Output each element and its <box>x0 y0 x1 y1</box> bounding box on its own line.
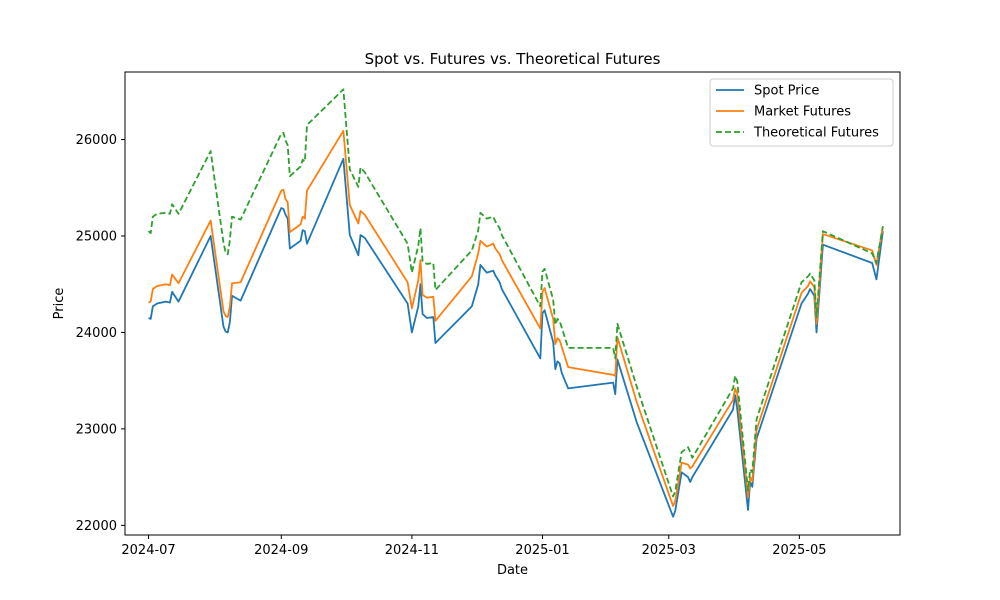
legend: Spot Price Market Futures Theoretical Futu… <box>709 78 894 147</box>
series-line-2 <box>148 129 884 507</box>
legend-label-1: Spot Price <box>754 84 819 99</box>
series-line-3 <box>147 88 884 498</box>
series-line-1 <box>148 157 884 518</box>
legend-label-2: Market Futures <box>754 105 851 120</box>
x-tick-label-5: 2025-03 <box>642 543 696 558</box>
x-tick-label-2: 2024-09 <box>254 543 308 558</box>
y-axis: 22000 23000 24000 25000 26000 <box>76 133 125 534</box>
x-axis-label: Date <box>497 563 528 578</box>
y-tick-label-2: 23000 <box>76 422 117 437</box>
y-tick-label-5: 26000 <box>76 133 117 148</box>
legend-label-3: Theoretical Futures <box>753 126 879 141</box>
y-tick-label-4: 25000 <box>76 229 117 244</box>
x-tick-label-6: 2025-05 <box>772 543 826 558</box>
chart-title: Spot vs. Futures vs. Theoretical Futures <box>365 50 661 68</box>
x-tick-label-1: 2024-07 <box>121 543 175 558</box>
x-axis: 2024-07 2024-09 2024-11 2025-01 2025-03 2025-… <box>121 535 827 558</box>
x-tick-label-4: 2025-01 <box>515 543 569 558</box>
y-tick-label-1: 22000 <box>76 519 117 534</box>
legend-box <box>709 78 894 147</box>
axes-frame <box>124 71 901 536</box>
y-axis-label: Price <box>52 288 67 320</box>
plot-area <box>147 88 884 518</box>
y-tick-label-3: 24000 <box>76 326 117 341</box>
x-tick-label-3: 2024-11 <box>385 543 439 558</box>
